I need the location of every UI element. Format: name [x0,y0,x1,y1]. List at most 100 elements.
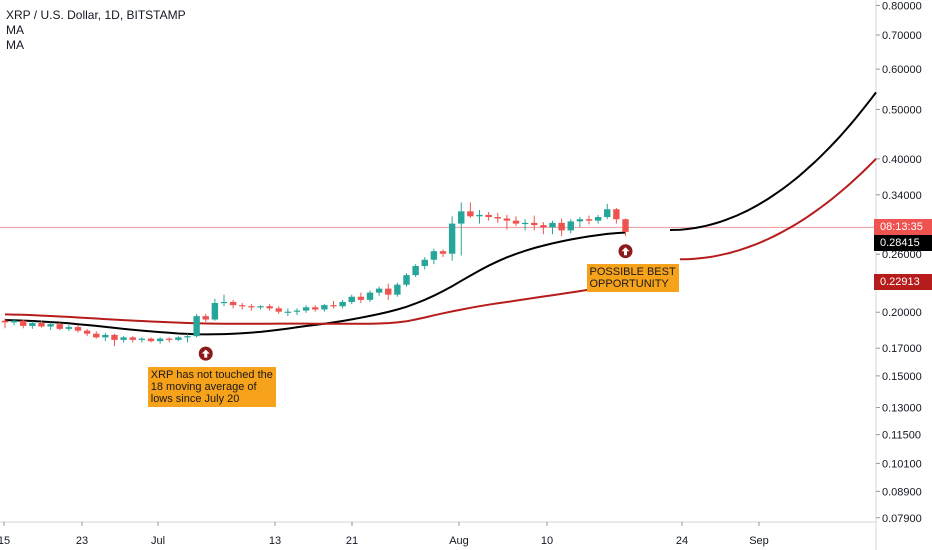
candle-body [558,222,565,231]
candle-body [129,337,136,340]
y-tick-label: 0.13000 [882,403,922,415]
candle-body [348,296,355,302]
projection-curve-2 [680,158,877,261]
candle-body [184,336,191,338]
x-tick-label: 21 [346,535,358,547]
candle-body [339,301,346,307]
candle-body [549,222,556,228]
candle-body [1,320,9,323]
candle-body [485,214,492,218]
y-tick-label: 0.20000 [882,307,922,319]
up-arrow-glyph [201,349,210,358]
candle-body [220,301,228,304]
note-line: lows since July 20 [150,392,240,405]
candle-body [248,306,255,308]
candle-body [531,222,538,226]
candle-body [293,310,301,312]
candle-body [321,305,328,310]
candle-body [585,219,593,221]
ma-line-2 [4,281,626,325]
x-tick-label: Aug [449,535,469,547]
candle-body [47,324,54,327]
y-tick-label: 0.70000 [882,30,922,42]
candle-body [403,275,410,285]
x-tick-label: 13 [269,535,281,547]
x-tick-label: 23 [76,535,88,547]
candle-body [120,337,127,340]
candle-body [74,327,82,331]
y-tick-label: 0.50000 [882,104,922,116]
candle-body [239,305,246,307]
candle-body [302,307,310,311]
candle-body [594,217,602,221]
candle-body [421,259,428,266]
y-tick-label: 0.08900 [882,486,922,498]
candle-body [567,221,574,231]
y-tick-label: 0.17000 [882,343,922,355]
note-line: XRP has not touched the [150,368,273,381]
candle-body [604,209,611,218]
x-tick-label: Jul [151,535,165,547]
y-tick-label: 0.80000 [882,0,922,12]
candle-body [503,218,511,221]
candle-body [430,251,438,260]
candle-body [512,220,520,224]
candle-body [175,337,182,340]
candle-body [102,334,109,338]
candle-body [211,303,219,320]
candle-body [156,338,164,342]
candle-body [166,338,173,340]
x-tick-label: Sep [749,535,769,547]
y-tick-label: 0.11500 [882,430,921,442]
candle-body [266,306,273,309]
note-line: 18 moving average of [150,380,257,393]
ma-indicator-1[interactable]: MA [6,23,24,37]
candle-body [330,305,337,307]
candle-body [284,311,292,313]
candle-body [138,338,146,340]
annotation-note-opportunity: POSSIBLE BEST OPPORTUNITY [586,264,679,293]
candle-body [439,251,447,254]
candle-body [357,296,365,300]
candle-body [65,327,73,329]
ma-line-1 [4,231,626,336]
annotation-note-july: XRP has not touched the 18 moving averag… [147,366,276,407]
y-tick-label: 0.15000 [882,371,922,383]
up-arrow-glyph [621,247,630,256]
candle-body [521,222,529,225]
note-line: POSSIBLE BEST [589,266,676,279]
candle-body [10,320,18,323]
candle-body [613,209,620,220]
candle-body [412,265,419,276]
projection-curve-1 [669,91,877,231]
candle-body [229,301,237,306]
candle-body [494,217,501,219]
candle-body [93,333,100,338]
candle-body [202,316,209,320]
y-tick-label: 0.07900 [882,513,922,525]
x-tick-label: 10 [541,535,553,547]
symbol-title[interactable]: XRP / U.S. Dollar, 1D, BITSTAMP [6,8,186,22]
y-tick-label: 0.10100 [882,458,922,470]
candle-body [83,330,91,334]
candle-body [56,324,63,329]
note-line: OPPORTUNITY [589,278,669,291]
candle-body [476,214,483,217]
candle-body [366,292,374,300]
candle-body [467,211,474,217]
y-tick-label: 0.60000 [882,64,922,76]
candle-body [540,225,547,228]
candle-body [111,334,118,340]
x-tick-label: 15 [0,535,10,547]
candle-body [193,316,200,337]
candle-body [385,288,392,295]
candle-body [20,320,27,326]
chart-legend: XRP / U.S. Dollar, 1D, BITSTAMP MA MA [6,8,186,53]
ma-indicator-2[interactable]: MA [6,38,24,52]
y-tick-label: 0.34000 [882,190,922,202]
candle-body [257,306,264,308]
candle-body [38,322,45,327]
countdown-price-tag: 08:13:35 [874,219,932,236]
ma-red-price-tag: 0.22913 [874,274,932,291]
